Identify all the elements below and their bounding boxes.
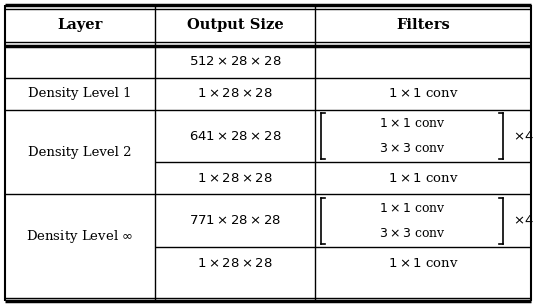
Text: $1 \times 28 \times 28$: $1 \times 28 \times 28$: [197, 172, 273, 185]
Text: Output Size: Output Size: [187, 18, 284, 32]
Text: $1 \times 1$ conv: $1 \times 1$ conv: [379, 117, 445, 130]
Text: $1 \times 28 \times 28$: $1 \times 28 \times 28$: [197, 257, 273, 270]
Text: Filters: Filters: [396, 18, 450, 32]
Text: $1 \times 28 \times 28$: $1 \times 28 \times 28$: [197, 87, 273, 100]
Text: $1 \times 1$ conv: $1 \times 1$ conv: [388, 87, 458, 100]
Text: $641 \times 28 \times 28$: $641 \times 28 \times 28$: [189, 130, 281, 143]
Text: $512 \times 28 \times 28$: $512 \times 28 \times 28$: [189, 55, 281, 68]
Text: $3 \times 3$ conv: $3 \times 3$ conv: [379, 227, 445, 240]
Text: Layer: Layer: [57, 18, 102, 32]
Text: $1 \times 1$ conv: $1 \times 1$ conv: [388, 172, 458, 185]
Text: Density Level 2: Density Level 2: [28, 146, 132, 159]
Text: Density Level $\infty$: Density Level $\infty$: [26, 228, 133, 245]
Text: $\times 4$: $\times 4$: [512, 214, 533, 227]
Text: $1 \times 1$ conv: $1 \times 1$ conv: [388, 257, 458, 270]
Text: $771 \times 28 \times 28$: $771 \times 28 \times 28$: [189, 214, 281, 227]
Text: $3 \times 3$ conv: $3 \times 3$ conv: [379, 142, 445, 155]
Text: Density Level 1: Density Level 1: [28, 87, 132, 100]
Text: $\times 4$: $\times 4$: [512, 130, 533, 143]
Text: $1 \times 1$ conv: $1 \times 1$ conv: [379, 202, 445, 215]
